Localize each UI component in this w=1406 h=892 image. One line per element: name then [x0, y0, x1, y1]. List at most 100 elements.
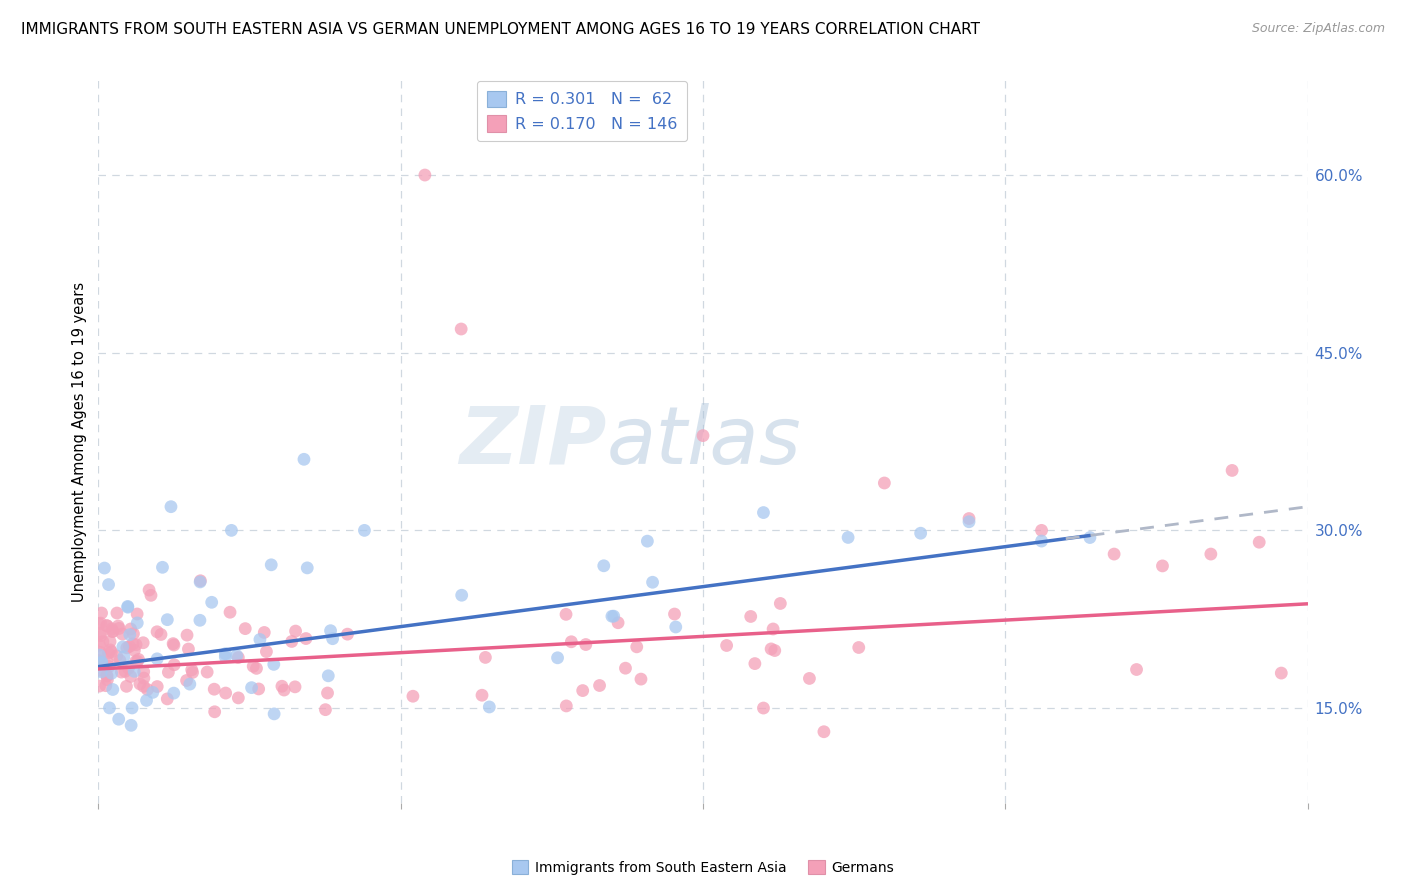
Point: [90, 606, 112, 620]
Point: [242, 659, 264, 673]
Point: [91, 634, 114, 648]
Point: [124, 643, 146, 657]
Point: [132, 679, 155, 693]
Point: [873, 475, 896, 490]
Point: [555, 607, 578, 622]
Point: [575, 638, 598, 652]
Point: [614, 661, 637, 675]
Point: [221, 524, 243, 538]
Point: [152, 560, 174, 574]
Point: [111, 640, 134, 654]
Point: [603, 609, 626, 624]
Point: [263, 706, 285, 721]
Point: [101, 622, 124, 636]
Point: [101, 624, 124, 639]
Text: ZIP: ZIP: [458, 402, 606, 481]
Point: [117, 661, 139, 675]
Point: [478, 700, 501, 714]
Point: [127, 654, 149, 668]
Point: [195, 665, 218, 679]
Point: [97, 577, 120, 591]
Point: [98, 659, 121, 673]
Point: [759, 641, 782, 656]
Point: [138, 582, 160, 597]
Point: [848, 640, 870, 655]
Point: [240, 681, 263, 695]
Point: [214, 649, 236, 664]
Point: [96, 668, 118, 682]
Point: [108, 622, 131, 636]
Y-axis label: Unemployment Among Ages 16 to 19 years: Unemployment Among Ages 16 to 19 years: [72, 282, 87, 601]
Point: [120, 669, 142, 683]
Text: atlas: atlas: [606, 402, 801, 481]
Point: [233, 622, 256, 636]
Point: [96, 673, 118, 687]
Point: [90, 616, 112, 631]
Point: [450, 322, 472, 336]
Point: [316, 686, 339, 700]
Point: [125, 638, 148, 652]
Point: [202, 682, 225, 697]
Point: [146, 680, 169, 694]
Point: [98, 643, 121, 657]
Point: [89, 645, 111, 659]
Point: [162, 637, 184, 651]
Point: [108, 653, 131, 667]
Point: [90, 665, 112, 679]
Point: [115, 679, 138, 693]
Point: [87, 616, 110, 631]
Point: [214, 686, 236, 700]
Point: [117, 600, 139, 615]
Point: [107, 712, 129, 726]
Point: [1270, 666, 1292, 681]
Point: [132, 665, 155, 679]
Point: [664, 607, 686, 621]
Point: [1031, 524, 1053, 538]
Point: [1152, 558, 1174, 573]
Point: [413, 168, 436, 182]
Point: [98, 634, 121, 648]
Point: [129, 677, 152, 691]
Point: [471, 688, 494, 702]
Point: [89, 626, 111, 640]
Point: [716, 639, 738, 653]
Text: Source: ZipAtlas.com: Source: ZipAtlas.com: [1251, 22, 1385, 36]
Point: [188, 613, 211, 627]
Point: [1102, 547, 1125, 561]
Point: [284, 680, 307, 694]
Point: [957, 515, 980, 529]
Point: [111, 627, 134, 641]
Point: [107, 619, 129, 633]
Point: [607, 615, 630, 630]
Point: [177, 642, 200, 657]
Point: [547, 650, 569, 665]
Text: IMMIGRANTS FROM SOUTH EASTERN ASIA VS GERMAN UNEMPLOYMENT AMONG AGES 16 TO 19 YE: IMMIGRANTS FROM SOUTH EASTERN ASIA VS GE…: [21, 22, 980, 37]
Point: [146, 652, 169, 666]
Point: [100, 645, 122, 659]
Point: [118, 627, 141, 641]
Point: [762, 622, 785, 636]
Point: [89, 648, 111, 662]
Point: [121, 637, 143, 651]
Point: [336, 627, 359, 641]
Point: [122, 665, 145, 679]
Point: [128, 652, 150, 666]
Point: [263, 657, 285, 672]
Point: [636, 534, 658, 549]
Point: [740, 609, 762, 624]
Point: [353, 524, 375, 538]
Point: [180, 663, 202, 677]
Point: [744, 657, 766, 671]
Point: [588, 679, 610, 693]
Point: [101, 682, 124, 697]
Point: [156, 692, 179, 706]
Point: [450, 588, 472, 602]
Point: [219, 605, 242, 619]
Point: [555, 698, 578, 713]
Point: [96, 669, 118, 683]
Point: [188, 574, 211, 589]
Point: [284, 624, 307, 639]
Point: [135, 693, 157, 707]
Legend: R = 0.301   N =  62, R = 0.170   N = 146: R = 0.301 N = 62, R = 0.170 N = 146: [477, 81, 688, 141]
Point: [316, 669, 339, 683]
